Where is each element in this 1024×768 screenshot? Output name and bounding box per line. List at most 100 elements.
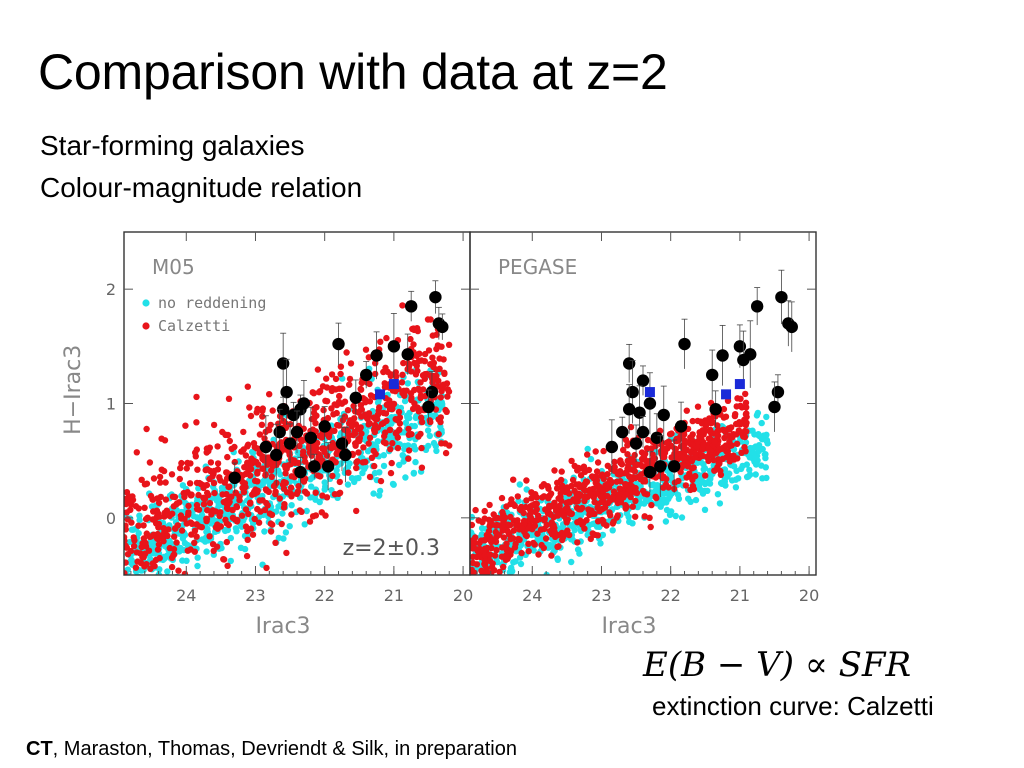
no-reddening-model-point <box>123 603 129 609</box>
calzetti-model-point <box>697 431 704 439</box>
calzetti-model-point <box>332 375 340 383</box>
calzetti-model-point <box>405 447 413 454</box>
calzetti-model-point <box>261 506 269 514</box>
calzetti-model-point <box>214 460 222 467</box>
no-reddening-model-point <box>380 462 388 470</box>
calzetti-model-point <box>318 434 325 441</box>
calzetti-model-point <box>187 460 194 467</box>
no-reddening-model-point <box>404 414 411 421</box>
calzetti-model-point <box>181 515 188 522</box>
calzetti-model-point <box>555 495 562 502</box>
calzetti-model-point <box>440 381 447 388</box>
calzetti-model-point <box>632 460 639 468</box>
observed-galaxy-point <box>283 437 297 450</box>
calzetti-model-point <box>416 387 424 394</box>
calzetti-model-point <box>433 345 440 353</box>
calzetti-model-point <box>357 386 365 393</box>
calzetti-model-point <box>661 448 669 455</box>
calzetti-model-point <box>278 439 285 446</box>
calzetti-model-point <box>224 453 231 461</box>
x-axis-label: Irac3 <box>601 614 656 639</box>
observed-galaxy-point <box>294 465 307 479</box>
no-reddening-model-point <box>150 581 156 587</box>
calzetti-model-point <box>193 479 201 487</box>
calzetti-model-point <box>143 480 151 487</box>
calzetti-model-point <box>594 459 602 466</box>
calzetti-model-point <box>415 408 422 415</box>
calzetti-model-point <box>742 411 750 418</box>
no-reddening-model-point <box>178 577 184 583</box>
calzetti-model-point <box>499 508 506 516</box>
calzetti-model-point <box>207 459 215 466</box>
calzetti-model-point <box>335 490 342 497</box>
calzetti-model-point <box>551 530 558 538</box>
calzetti-model-point <box>511 544 519 551</box>
x-tick-label: 23 <box>591 586 611 605</box>
no-reddening-model-point <box>412 446 419 453</box>
calzetti-model-point <box>681 456 688 463</box>
calzetti-model-point <box>200 494 207 501</box>
no-reddening-model-point <box>517 560 525 568</box>
calzetti-model-point <box>535 551 542 558</box>
calzetti-model-point <box>130 542 138 550</box>
calzetti-model-point <box>296 442 303 450</box>
calzetti-model-point <box>552 507 560 514</box>
calzetti-model-point <box>312 489 319 496</box>
calzetti-model-point <box>732 411 739 418</box>
calzetti-model-point <box>551 467 558 474</box>
calzetti-model-point <box>351 428 358 436</box>
no-reddening-model-point <box>169 582 175 588</box>
calzetti-model-point <box>313 412 320 419</box>
calzetti-model-point <box>675 477 682 485</box>
no-reddening-model-point <box>353 475 360 482</box>
calzetti-model-point <box>418 414 425 421</box>
no-reddening-model-point <box>361 435 369 443</box>
calzetti-model-point <box>722 413 730 420</box>
no-reddening-model-point <box>410 470 417 477</box>
calzetti-model-point <box>403 387 410 394</box>
calzetti-model-point <box>442 449 450 457</box>
calzetti-model-point <box>263 564 270 572</box>
calzetti-model-point <box>730 431 737 438</box>
calzetti-model-point <box>514 588 520 594</box>
no-reddening-model-point <box>516 530 523 538</box>
calzetti-model-point <box>486 533 493 540</box>
no-reddening-model-point <box>506 578 512 584</box>
no-reddening-model-point <box>156 566 163 573</box>
calzetti-model-point <box>283 465 290 472</box>
no-reddening-model-point <box>756 433 763 440</box>
no-reddening-model-point <box>279 510 286 517</box>
no-reddening-model-point <box>721 476 728 483</box>
calzetti-model-point <box>429 354 436 361</box>
formula-rhs: SFR <box>838 645 912 685</box>
calzetti-model-point <box>225 483 232 491</box>
calzetti-model-point <box>705 457 712 465</box>
calzetti-model-point <box>668 430 675 437</box>
calzetti-model-point <box>320 445 328 452</box>
calzetti-model-point <box>547 511 554 518</box>
observed-galaxy-point <box>360 368 373 382</box>
observed-galaxy-point <box>750 300 764 313</box>
calzetti-model-point <box>622 502 629 509</box>
calzetti-model-point <box>328 444 335 452</box>
calzetti-model-point <box>486 551 494 558</box>
calzetti-model-point <box>312 512 320 519</box>
no-reddening-model-point <box>181 539 189 547</box>
calzetti-model-point <box>195 491 202 499</box>
calzetti-model-point <box>204 489 211 497</box>
legend-marker <box>142 299 150 307</box>
no-reddening-model-point <box>698 487 705 494</box>
calzetti-model-point <box>525 548 532 555</box>
calzetti-model-point <box>641 513 648 520</box>
calzetti-model-point <box>427 316 434 323</box>
calzetti-model-point <box>445 341 453 348</box>
no-reddening-model-point <box>154 585 160 591</box>
no-reddening-model-point <box>376 487 384 495</box>
calzetti-model-point <box>193 419 200 426</box>
observed-galaxy-point <box>629 437 643 450</box>
calzetti-model-point <box>158 579 164 585</box>
calzetti-model-point <box>216 474 223 481</box>
calzetti-model-point <box>172 525 179 532</box>
observed-galaxy-point <box>636 374 650 387</box>
calzetti-model-point <box>249 531 257 538</box>
